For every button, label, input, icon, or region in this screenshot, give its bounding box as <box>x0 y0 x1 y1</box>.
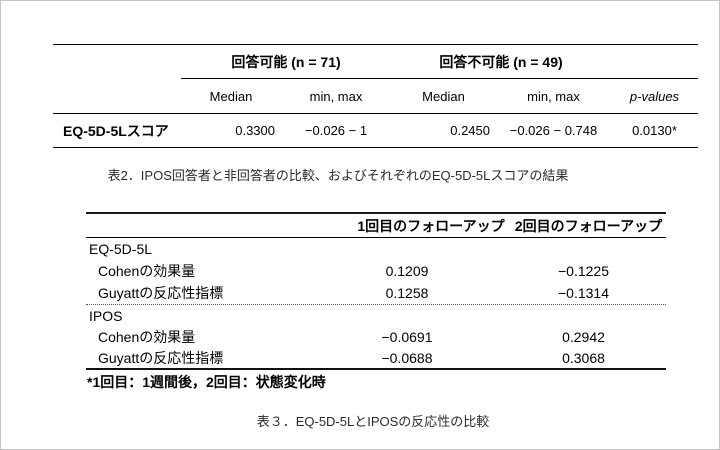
table1-minmax-1: −0.026 − 1 <box>304 123 368 138</box>
table1-pvalue: 0.0130* <box>632 123 677 138</box>
table1-header-spacer <box>53 79 181 113</box>
table2-row-eq5d-guyatt: Guyattの反応性指標 0.1258 −0.1314 <box>86 282 666 304</box>
table1-header-pvalues: p-values <box>629 88 680 104</box>
table2-caption: 表2．IPOS回答者と非回答者の比較、およびそれぞれのEQ-5D-5Lスコアの結… <box>107 168 569 183</box>
table2-row-eq5d-cohen: Cohenの効果量 0.1209 −0.1225 <box>86 260 666 282</box>
table2-header-followup-1: 1回目のフォローアップ <box>357 217 505 234</box>
table2-section-ipos-label: IPOS <box>89 307 123 324</box>
value-followup2: −0.1314 <box>558 285 609 301</box>
row-label: Cohenの効果量 <box>98 263 196 279</box>
value-followup2: −0.1225 <box>558 263 609 279</box>
value-followup1: 0.1209 <box>385 263 429 279</box>
table1-group-spacer <box>611 45 698 79</box>
value-followup2: 0.3068 <box>562 350 605 366</box>
table1-corner-spacer <box>53 45 181 79</box>
value-followup1: −0.0688 <box>381 350 433 366</box>
row-label: Guyattの反応性指標 <box>98 285 224 301</box>
table2-empty-cell <box>511 305 666 326</box>
table2-row-ipos-guyatt: Guyattの反応性指標 −0.0688 0.3068 <box>86 348 666 370</box>
table1-header-minmax-1: min, max <box>309 88 363 104</box>
table1-median-1: 0.3300 <box>235 123 275 138</box>
row-label: Cohenの効果量 <box>98 329 196 345</box>
table2-header-row: 1回目のフォローアップ 2回目のフォローアップ <box>86 212 666 238</box>
table2-empty-cell <box>351 238 511 260</box>
table2-empty-cell <box>351 305 511 326</box>
table2-section-eq5d: EQ-5D-5L <box>86 238 666 260</box>
table1-header-minmax-2: min, max <box>527 88 580 104</box>
table3-footnote: *1回目：1週間後，2回目：状態変化時 <box>87 374 326 390</box>
table1-column-header-row: Median min, max Median min, max p-values <box>53 79 698 114</box>
table2-section-eq5d-label: EQ-5D-5L <box>89 241 153 257</box>
value-followup1: −0.0691 <box>381 329 433 345</box>
table2-header-spacer <box>86 214 351 237</box>
value-followup2: 0.2942 <box>562 329 605 345</box>
table2-section-ipos: IPOS <box>86 304 666 326</box>
table1-group-respondable: 回答可能 (n = 71) <box>181 45 391 79</box>
table1-minmax-2: −0.026 − 0.748 <box>509 123 598 138</box>
table-responsiveness: 1回目のフォローアップ 2回目のフォローアップ EQ-5D-5L Cohenの効… <box>86 212 666 392</box>
value-followup1: 0.1258 <box>385 285 429 301</box>
table2-header-followup-2: 2回目のフォローアップ <box>514 217 663 234</box>
table1-group-header-row: 回答可能 (n = 71) 回答不可能 (n = 49) <box>53 45 698 79</box>
table-eq5d-scores: 回答可能 (n = 71) 回答不可能 (n = 49) Median min,… <box>53 44 698 148</box>
table1-header-median-2: Median <box>422 88 465 104</box>
table2-empty-cell <box>511 238 666 260</box>
table1-data-row: EQ-5D-5Lスコア 0.3300 −0.026 − 1 0.2450 −0.… <box>53 114 698 148</box>
row-label: Guyattの反応性指標 <box>98 350 224 366</box>
table1-header-median-1: Median <box>209 88 253 104</box>
table1-row-label: EQ-5D-5Lスコア <box>63 122 169 139</box>
table3-caption: 表３．EQ-5D-5LとIPOSの反応性の比較 <box>256 414 490 429</box>
table1-group-nonrespondable: 回答不可能 (n = 49) <box>391 45 611 79</box>
table2-row-ipos-cohen: Cohenの効果量 −0.0691 0.2942 <box>86 326 666 348</box>
table1-median-2: 0.2450 <box>450 123 490 138</box>
